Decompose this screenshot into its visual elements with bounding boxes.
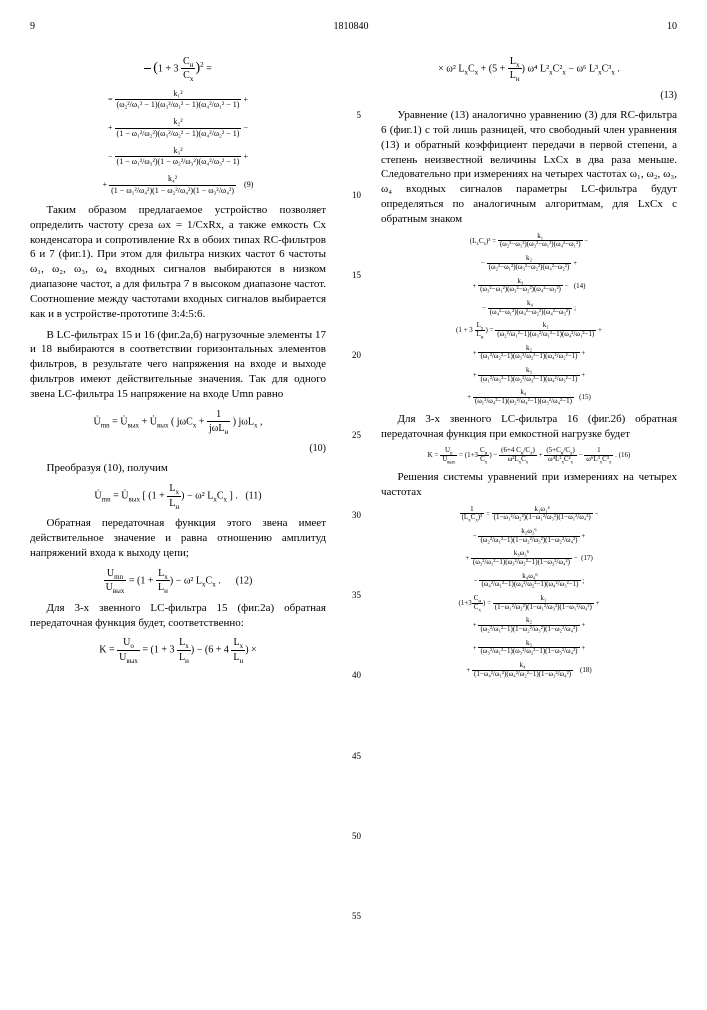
line-numbers: 5 10 15 20 25 30 35 40 45 50 55 <box>346 49 361 991</box>
line-number: 15 <box>346 269 361 281</box>
line-number: 5 <box>346 109 361 121</box>
paragraph-8: Решения системы уравнений при измерениях… <box>381 470 677 500</box>
equation-intro: (1 + 3 CнCx)2 = <box>30 55 326 83</box>
equation-18-line4: + k₄(1−ω₄²/ω₁²)(ω₄²/ω₂²−1)(1−ω₃²/ω₄²) (1… <box>381 662 677 678</box>
equation-15-line4: + k₄(ω₁²/ω₄²−1)(ω₂²/ω₄²−1)(ω₃²/ω₄²−1) (1… <box>381 389 677 405</box>
equation-9-line1: = k₁²(ω₂²/ω₁² − 1)(ω₃²/ω₁² − 1)(ω₄²/ω₁² … <box>30 89 326 112</box>
right-column: × ω² LxCx + (5 + LxLн) ω⁴ L²xC²x − ω⁶ L³… <box>381 49 677 991</box>
equation-13-start: K = UoUвых = (1 + 3 LxLн) − (6 + 4 LxLн)… <box>30 636 326 664</box>
paragraph-1: Таким образом предлагаемое устройство по… <box>30 203 326 322</box>
equation-16: K = UoUвых = (1+3CнCx) − (6+4 Cн/Cx)ω²Lx… <box>381 447 677 463</box>
equation-13-number: (13) <box>381 89 677 103</box>
equation-10: U̇mn = U̇вых + U̇вых ( jωCx + 1jωLн ) jω… <box>30 408 326 436</box>
paragraph-6: Уравнение (13) аналогично уравнению (3) … <box>381 108 677 227</box>
paragraph-5: Для 3-х звенного LC-фильтра 15 (фиг.2а) … <box>30 601 326 631</box>
line-number: 40 <box>346 669 361 681</box>
paragraph-7: Для 3-х звенного LC-фильтра 16 (фиг.2б) … <box>381 412 677 442</box>
line-number: 20 <box>346 349 361 361</box>
equation-17-line3: + k₃ω₃⁶(ω₃²/ω₁²−1)(ω₃²/ω₂²−1)(1−ω₃²/ω₄²)… <box>381 550 677 566</box>
equation-13-cont: × ω² LxCx + (5 + LxLн) ω⁴ L²xC²x − ω⁶ L³… <box>381 55 677 83</box>
left-column: (1 + 3 CнCx)2 = = k₁²(ω₂²/ω₁² − 1)(ω₃²/ω… <box>30 49 326 991</box>
equation-9-line4: + k₄²(1 − ω₁²/ω₄²)(1 − ω₂²/ω₄²)(1 − ω₃²/… <box>30 174 326 197</box>
equation-9-line3: − k₃²(1 − ω₁²/ω₃²)(1 − ω₂²/ω₃²)(ω₄²/ω₃² … <box>30 146 326 169</box>
equation-18-line1: (1+3CнCx) = k₁(1−ω₁²/ω₂²)(1−ω₁²/ω₃²)(1−ω… <box>381 595 677 611</box>
equation-17-line1: 1(LxCx)³ = k₁ω₁⁶(1−ω₁²/ω₂²)(1−ω₁²/ω₃²)(1… <box>381 506 677 522</box>
equation-15-line1: (1 + 3 LxLн) = k₁(ω₂²/ω₁²−1)(ω₃²/ω₁²−1)(… <box>381 322 677 338</box>
equation-15-line3: + k₃(ω₁²/ω₃²−1)(ω₂²/ω₃²−1)(ω₄²/ω₃²−1) + <box>381 367 677 383</box>
equation-14-line4: − k₄(ω₄²−ω₁²)(ω₄²−ω₂²)(ω₄²−ω₃²) ; <box>381 300 677 316</box>
equation-17-line4: − k₄ω₄⁶(ω₄²/ω₁²−1)(ω₄²/ω₂²−1)(ω₄²/ω₃²−1)… <box>381 573 677 589</box>
equation-15-line2: + k₂(ω₁²/ω₂²−1)(ω₃²/ω₂²−1)(ω₄²/ω₂²−1) + <box>381 345 677 361</box>
equation-10-number: (10) <box>30 442 326 456</box>
equation-11: U̇mn = U̇вых [ (1 + LxLн) − ω² LxCx ] . … <box>30 482 326 510</box>
document-number: 1810840 <box>334 20 369 34</box>
two-column-layout: (1 + 3 CнCx)2 = = k₁²(ω₂²/ω₁² − 1)(ω₃²/ω… <box>30 49 677 991</box>
equation-18-line2: + k₂(ω₂²/ω₁²−1)(1−ω₂²/ω₃²)(1−ω₂²/ω₄²) + <box>381 617 677 633</box>
equation-14-line3: + k₃(ω₃²−ω₁²)(ω₃²−ω₂²)(ω₄²−ω₃²) − (14) <box>381 278 677 294</box>
page-number-right: 10 <box>667 20 677 34</box>
paragraph-3: Преобразуя (10), получим <box>30 461 326 476</box>
line-number: 50 <box>346 830 361 842</box>
page-number-left: 9 <box>30 20 35 34</box>
page-header: 9 1810840 10 <box>30 20 677 34</box>
line-number: 35 <box>346 589 361 601</box>
line-number: 10 <box>346 189 361 201</box>
paragraph-2: В LC-фильтрах 15 и 16 (фиг.2а,б) нагрузо… <box>30 328 326 402</box>
line-number: 55 <box>346 910 361 922</box>
equation-18-line3: + k₃(ω₃²/ω₁²−1)(ω₃²/ω₂²−1)(1−ω₃²/ω₄²) + <box>381 640 677 656</box>
equation-12: UmnUвых = (1 + LxLн) − ω² LxCx . (12) <box>30 567 326 595</box>
paragraph-4: Обратная передаточная функция этого звен… <box>30 516 326 561</box>
line-number: 45 <box>346 750 361 762</box>
equation-9-line2: + k₂²(1 − ω₁²/ω₂²)(ω₃²/ω₂² − 1)(ω₄²/ω₂² … <box>30 117 326 140</box>
line-number: 25 <box>346 429 361 441</box>
line-number: 30 <box>346 509 361 521</box>
equation-14-line1: (LxCx)³ = k₁(ω₂²−ω₁²)(ω₃²−ω₁²)(ω₄²−ω₁²) … <box>381 233 677 249</box>
equation-17-line2: − k₂ω₂⁶(ω₂²/ω₁²−1)(1−ω₂²/ω₃²)(1−ω₂²/ω₄²)… <box>381 528 677 544</box>
equation-14-line2: − k₂(ω₂²−ω₁²)(ω₃²−ω₂²)(ω₄²−ω₂²) + <box>381 255 677 271</box>
